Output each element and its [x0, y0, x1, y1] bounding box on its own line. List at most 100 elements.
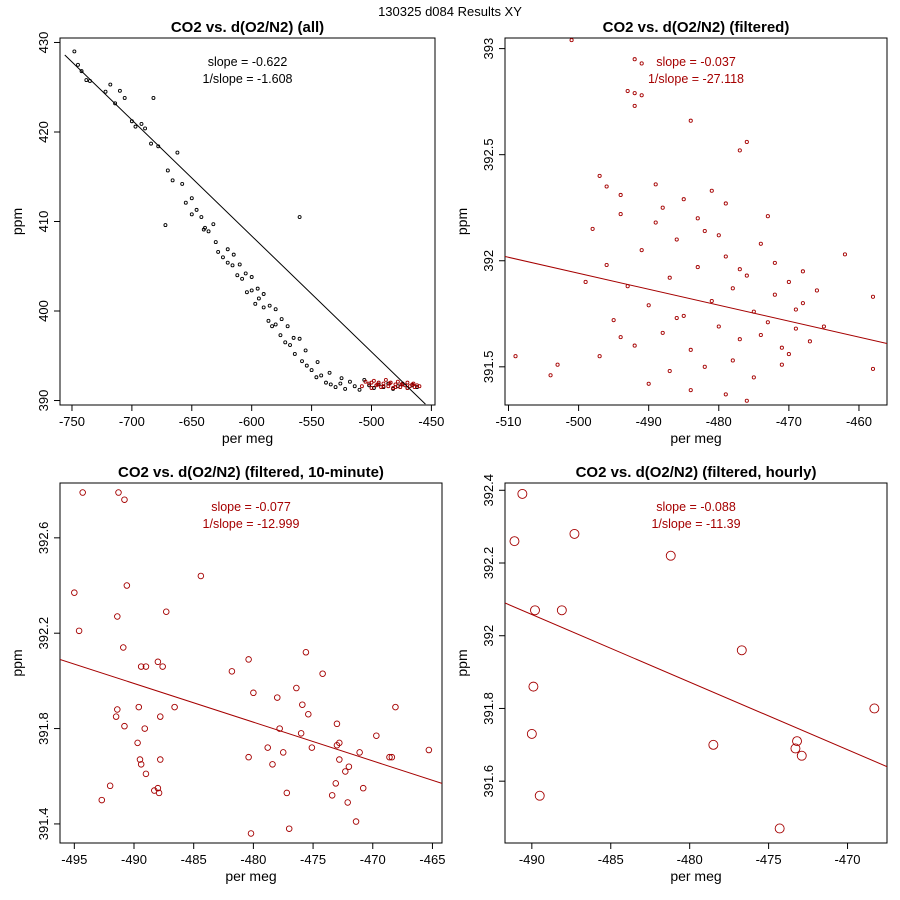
x-axis-label: per meg	[670, 430, 721, 446]
data-point	[328, 382, 333, 387]
data-point	[304, 363, 309, 368]
slope-annotation: slope = -0.088	[656, 500, 736, 514]
chart-title: CO2 vs. d(O2/N2) (all)	[171, 19, 324, 36]
data-point	[632, 103, 637, 108]
data-point	[339, 376, 344, 381]
data-point	[293, 684, 300, 692]
data-point	[137, 761, 145, 768]
data-point	[632, 91, 637, 96]
data-point	[273, 307, 278, 312]
data-point	[744, 273, 749, 278]
data-point	[264, 744, 271, 751]
x-tick-label: -450	[418, 414, 444, 429]
data-point	[142, 663, 150, 670]
data-point	[709, 299, 714, 304]
data-point	[98, 796, 106, 804]
data-point	[744, 139, 749, 144]
data-point	[261, 305, 266, 310]
data-point	[688, 347, 693, 352]
data-point	[555, 362, 560, 367]
slope-annotation: slope = -0.037	[656, 55, 736, 69]
data-point	[807, 339, 812, 344]
data-point	[526, 728, 537, 739]
data-point	[646, 381, 651, 386]
data-point	[338, 381, 343, 386]
data-point	[291, 335, 296, 340]
data-point	[393, 385, 398, 390]
data-point	[708, 739, 719, 750]
data-point	[399, 382, 404, 387]
data-point	[528, 681, 539, 692]
data-point	[618, 192, 623, 198]
data-point	[151, 96, 156, 100]
data-point	[751, 375, 756, 380]
data-point	[114, 613, 121, 620]
data-point	[324, 380, 328, 385]
data-point	[269, 761, 276, 768]
data-point	[211, 222, 216, 227]
x-tick-label: -750	[59, 414, 85, 429]
data-point	[285, 324, 290, 329]
data-point	[336, 739, 343, 747]
data-point	[639, 93, 644, 98]
data-point	[737, 267, 742, 272]
data-point	[660, 205, 665, 210]
data-point	[814, 288, 819, 293]
x-tick-label: -480	[240, 852, 266, 867]
data-point	[299, 701, 306, 708]
data-point	[870, 366, 876, 371]
data-point	[569, 528, 580, 539]
data-point	[702, 228, 707, 234]
data-point	[695, 265, 700, 270]
data-point	[84, 78, 89, 83]
x-tick-label: -485	[598, 852, 624, 867]
data-point	[163, 223, 168, 228]
plot-frame	[504, 482, 888, 844]
data-point	[319, 670, 326, 677]
data-point	[79, 489, 86, 496]
y-tick-label: 391.4	[36, 808, 51, 841]
data-point	[646, 303, 651, 308]
data-point	[387, 381, 392, 386]
y-axis-label: ppm	[9, 208, 25, 235]
data-point	[842, 252, 847, 257]
data-point	[267, 303, 272, 308]
data-point	[412, 385, 417, 390]
data-point	[407, 384, 412, 389]
data-point	[235, 273, 240, 278]
data-point	[352, 818, 360, 825]
data-point	[297, 215, 302, 219]
data-point	[667, 275, 672, 280]
data-point	[149, 141, 154, 146]
data-point	[395, 379, 400, 384]
data-point	[597, 173, 602, 178]
data-point	[245, 656, 252, 663]
x-tick-label: -490	[121, 852, 147, 867]
data-point	[744, 398, 749, 403]
data-point	[870, 294, 876, 299]
inverse-slope-annotation: 1/slope = -27.118	[648, 72, 744, 86]
x-tick-label: -700	[119, 414, 145, 429]
data-point	[123, 582, 131, 589]
data-point	[375, 382, 380, 387]
x-tick-label: -600	[239, 414, 265, 429]
data-point	[201, 227, 206, 232]
data-point	[367, 383, 372, 388]
data-point	[273, 322, 278, 327]
x-axis-label: per meg	[225, 868, 276, 884]
data-point	[632, 343, 637, 348]
data-point	[103, 89, 108, 94]
data-point	[120, 644, 127, 651]
data-point	[108, 82, 113, 87]
x-tick-label: -460	[846, 414, 872, 429]
data-point	[373, 732, 380, 739]
data-point	[303, 348, 308, 353]
data-point	[261, 292, 266, 296]
data-point	[245, 753, 252, 761]
data-point	[639, 61, 644, 66]
plot-frame	[59, 37, 436, 406]
data-point	[237, 262, 242, 267]
data-point	[709, 188, 714, 193]
slope-annotation: slope = -0.077	[211, 500, 291, 514]
y-tick-label: 392.5	[481, 138, 496, 171]
